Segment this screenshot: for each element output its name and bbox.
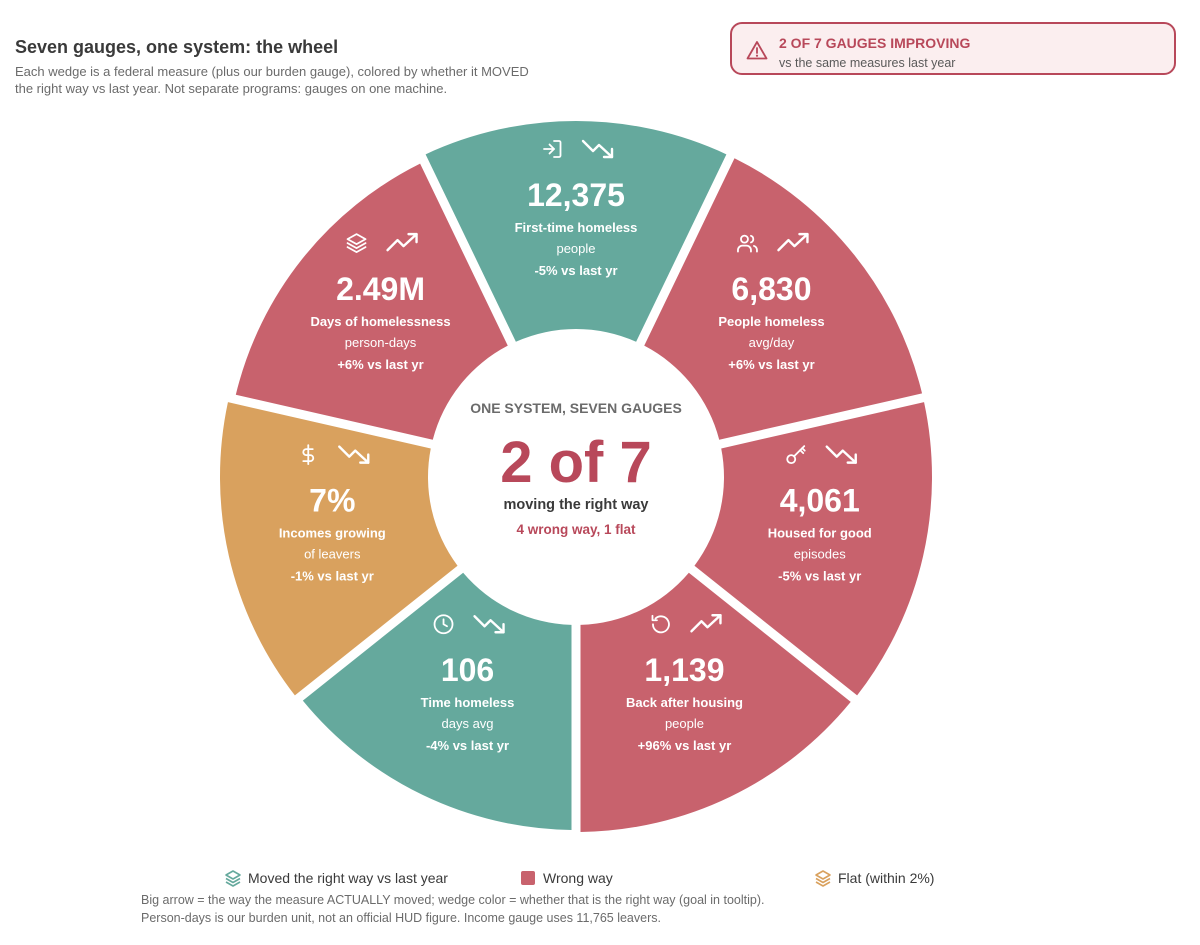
rotate-ccw-icon bbox=[651, 614, 670, 634]
legend-item-bad: Wrong way bbox=[519, 868, 613, 888]
wedge-change: -5% vs last yr bbox=[534, 263, 617, 278]
wedge-label: Days of homelessness bbox=[310, 314, 450, 329]
wedge-shape[interactable] bbox=[220, 402, 458, 696]
trending-down-icon bbox=[581, 139, 614, 159]
gauge-wedge[interactable]: 6,830 People homeless avg/day +6% vs last y… bbox=[644, 158, 923, 440]
layers-icon bbox=[346, 233, 367, 254]
wedge-shape[interactable] bbox=[425, 120, 727, 342]
wedge-unit: days avg bbox=[442, 716, 494, 731]
wedge-label: Housed for good bbox=[768, 526, 872, 541]
footnote-line-2: Person-days is our burden unit, not an o… bbox=[141, 911, 661, 925]
footnote: Big arrow = the way the measure ACTUALLY… bbox=[141, 891, 764, 927]
wedge-value: 6,830 bbox=[731, 271, 811, 307]
wedge-shape[interactable] bbox=[302, 572, 572, 830]
wedge-shape[interactable] bbox=[644, 158, 923, 440]
wedge-value: 12,375 bbox=[527, 177, 625, 213]
center-big-number: 2 of 7 bbox=[500, 430, 652, 495]
center-disc bbox=[432, 333, 720, 621]
legend-label-bad: Wrong way bbox=[543, 870, 613, 886]
footnote-line-1: Big arrow = the way the measure ACTUALLY… bbox=[141, 893, 765, 907]
center-label: moving the right way bbox=[503, 497, 648, 513]
gauge-wedge[interactable]: 4,061 Housed for good episodes -5% vs last … bbox=[694, 402, 932, 696]
trending-down-icon bbox=[473, 615, 505, 634]
wedge-label: Time homeless bbox=[421, 695, 515, 710]
center-subtext: 4 wrong way, 1 flat bbox=[516, 522, 636, 537]
trending-down-icon bbox=[338, 445, 370, 464]
wedge-shape[interactable] bbox=[580, 572, 851, 832]
warning-triangle-icon bbox=[746, 41, 768, 60]
gauge-wedge[interactable]: 1,139 Back after housing people +96% vs las… bbox=[580, 572, 851, 832]
wedge-label: People homeless bbox=[718, 314, 824, 329]
wedge-value: 7% bbox=[309, 483, 355, 519]
trending-up-icon bbox=[690, 614, 722, 633]
improvement-callout: 2 OF 7 GAUGES IMPROVING vs the same meas… bbox=[730, 22, 1176, 75]
wedge-change: +96% vs last yr bbox=[638, 738, 732, 753]
wedge-label: Back after housing bbox=[626, 695, 743, 710]
wedge-unit: people bbox=[665, 716, 704, 731]
wedge-label: Incomes growing bbox=[279, 526, 386, 541]
legend-item-good: Moved the right way vs last year bbox=[224, 868, 448, 888]
callout-subtext: vs the same measures last year bbox=[779, 56, 956, 70]
wedge-unit: of leavers bbox=[304, 547, 361, 562]
wedge-unit: person-days bbox=[345, 335, 417, 350]
wedge-change: +6% vs last yr bbox=[728, 357, 814, 372]
wedge-shape[interactable] bbox=[235, 163, 508, 440]
gauge-wedge[interactable]: 12,375 First-time homeless people -5% vs la… bbox=[425, 120, 727, 342]
wedge-value: 4,061 bbox=[780, 483, 860, 519]
square-icon bbox=[521, 871, 535, 885]
key-icon bbox=[786, 445, 806, 465]
dollar-icon bbox=[302, 444, 315, 466]
wedge-unit: avg/day bbox=[749, 335, 795, 350]
wedge-unit: episodes bbox=[794, 547, 847, 562]
trending-up-icon bbox=[777, 232, 809, 252]
callout-headline: 2 OF 7 GAUGES IMPROVING bbox=[779, 35, 971, 51]
layers-icon bbox=[815, 870, 831, 887]
legend-label-flat: Flat (within 2%) bbox=[838, 870, 935, 886]
center-summary: ONE SYSTEM, SEVEN GAUGES 2 of 7 moving the… bbox=[432, 333, 720, 621]
gauge-wedge[interactable]: 2.49M Days of homelessness person-days +6% … bbox=[235, 163, 508, 440]
clock-icon bbox=[433, 614, 454, 635]
chart-title: Seven gauges, one system: the wheel bbox=[15, 37, 339, 57]
wedge-label: First-time homeless bbox=[515, 220, 638, 235]
wedge-shape[interactable] bbox=[694, 402, 932, 696]
wedge-change: -1% vs last yr bbox=[291, 569, 374, 584]
wedge-change: -5% vs last yr bbox=[778, 569, 861, 584]
trending-down-icon bbox=[825, 445, 857, 464]
gauge-wedge[interactable]: 106 Time homeless days avg -4% vs last yr bbox=[302, 572, 572, 830]
wedge-change: +6% vs last yr bbox=[337, 357, 423, 372]
legend-label-good: Moved the right way vs last year bbox=[248, 870, 448, 886]
wedge-value: 1,139 bbox=[644, 652, 724, 688]
gauge-wedge[interactable]: 7% Incomes growing of leavers -1% vs last y… bbox=[220, 402, 458, 696]
center-kicker: ONE SYSTEM, SEVEN GAUGES bbox=[470, 400, 682, 416]
wedge-unit: people bbox=[556, 241, 595, 256]
wedge-value: 2.49M bbox=[336, 271, 425, 307]
wedge-change: -4% vs last yr bbox=[426, 738, 509, 753]
users-icon bbox=[737, 234, 758, 253]
sign-in-icon bbox=[543, 140, 562, 158]
wedge-value: 106 bbox=[441, 652, 494, 688]
chart-subtitle: Each wedge is a federal measure (plus ou… bbox=[15, 64, 529, 96]
layers-icon bbox=[225, 870, 241, 887]
legend-item-flat: Flat (within 2%) bbox=[814, 868, 934, 888]
gauge-wheel: 12,375 First-time homeless people -5% vs la… bbox=[220, 120, 932, 832]
trending-up-icon bbox=[386, 232, 418, 252]
